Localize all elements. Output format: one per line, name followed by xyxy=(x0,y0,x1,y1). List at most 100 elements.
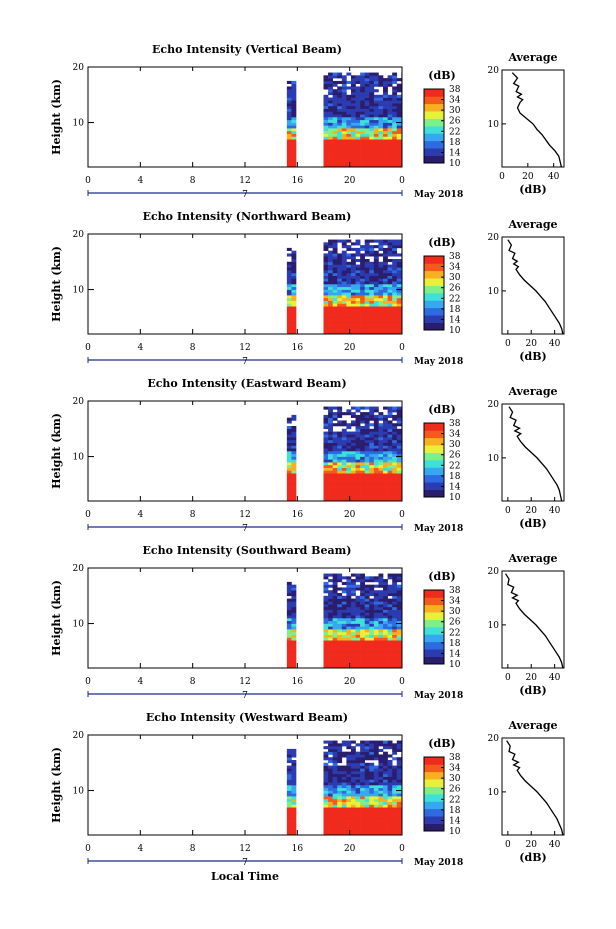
heatmap-cell xyxy=(341,782,347,786)
heatmap-cell xyxy=(383,662,388,666)
heatmap-cell xyxy=(346,645,352,649)
heatmap-cell xyxy=(328,818,333,822)
x-tick-label: 20 xyxy=(344,677,356,687)
heatmap-cell xyxy=(346,270,352,274)
heatmap-cell xyxy=(369,489,375,493)
panel-4: Echo Intensity (Southward Beam)0 4 8 12 16 20… xyxy=(50,544,565,701)
heatmap-cell xyxy=(396,331,402,335)
heatmap-cell xyxy=(387,487,393,491)
heatmap-cell xyxy=(392,94,398,98)
heatmap-cell xyxy=(387,590,393,594)
x-tick-label: 16 xyxy=(292,176,304,186)
heatmap-cell xyxy=(355,103,361,107)
heatmap-cell xyxy=(364,464,370,468)
heatmap-cell xyxy=(328,295,333,299)
heatmap-cell xyxy=(323,790,329,794)
heatmap-cell xyxy=(373,331,379,335)
heatmap-cell xyxy=(387,659,393,663)
heatmap-cell xyxy=(332,317,338,321)
heatmap-cell xyxy=(355,133,361,137)
heatmap-cell xyxy=(286,810,292,814)
heatmap-cell xyxy=(355,161,361,165)
heatmap-cell xyxy=(341,239,347,243)
heatmap-cell xyxy=(286,105,292,109)
heatmap-cell xyxy=(341,615,347,619)
heatmap-cell xyxy=(337,92,343,96)
heatmap-cell xyxy=(387,78,393,82)
heatmap-cell xyxy=(392,108,398,112)
heatmap-cell xyxy=(387,765,393,769)
heatmap-cell xyxy=(350,821,356,825)
heatmap-cell xyxy=(378,253,384,257)
heatmap-cell xyxy=(396,406,402,410)
heatmap-cell xyxy=(369,487,375,491)
heatmap-cell xyxy=(286,609,292,613)
heatmap-cell xyxy=(396,153,402,157)
heatmap-cell xyxy=(396,442,402,446)
heatmap-cell xyxy=(383,634,388,638)
heatmap-cell xyxy=(378,448,384,452)
heatmap-cell xyxy=(355,448,361,452)
heatmap-cell xyxy=(332,748,338,752)
heatmap-cell xyxy=(360,618,366,622)
heatmap-cell xyxy=(383,119,388,123)
heatmap-cell xyxy=(355,89,361,93)
heatmap-cell xyxy=(364,823,370,827)
heatmap-cell xyxy=(346,793,352,797)
heatmap-cell xyxy=(373,620,379,624)
heatmap-cell xyxy=(369,807,375,811)
heatmap-cell xyxy=(360,665,366,669)
heatmap-cell xyxy=(350,325,356,329)
heatmap-cell xyxy=(373,785,379,789)
heatmap-cell xyxy=(332,434,338,438)
heatmap-cell xyxy=(355,414,361,418)
heatmap-cell xyxy=(378,579,384,583)
heatmap-cell xyxy=(323,807,329,811)
heatmap-cell xyxy=(286,665,292,669)
heatmap-cell xyxy=(387,762,393,766)
heatmap-cell xyxy=(378,320,384,324)
heatmap-cell xyxy=(341,629,347,633)
heatmap-cell xyxy=(369,631,375,635)
heatmap-cell xyxy=(323,489,329,493)
heatmap-cell xyxy=(341,478,347,482)
heatmap-cell xyxy=(286,297,292,301)
heatmap-cell xyxy=(355,270,361,274)
heatmap-cell xyxy=(360,573,366,577)
heatmap-cell xyxy=(378,581,384,585)
heatmap-cell xyxy=(355,431,361,435)
heatmap-cell xyxy=(328,297,333,301)
heatmap-cell xyxy=(387,801,393,805)
heatmap-cell xyxy=(332,80,338,84)
heatmap-cell xyxy=(383,473,388,477)
heatmap-cell xyxy=(341,164,347,168)
heatmap-cell xyxy=(364,810,370,814)
heatmap-cell xyxy=(387,153,393,157)
heatmap-cell xyxy=(392,295,398,299)
heatmap-cell xyxy=(346,261,352,265)
heatmap-cell xyxy=(392,259,398,263)
heatmap-cell xyxy=(328,300,333,304)
heatmap-cell xyxy=(323,278,329,282)
heatmap-cell xyxy=(369,832,375,836)
heatmap-cell xyxy=(332,295,338,299)
heatmap-cell xyxy=(337,459,343,463)
heatmap-cell xyxy=(392,100,398,104)
heatmap-cell xyxy=(383,807,388,811)
heatmap-cell xyxy=(291,150,297,154)
heatmap-cell xyxy=(396,105,402,109)
heatmap-cell xyxy=(355,665,361,669)
heatmap-cell xyxy=(387,239,393,243)
heatmap-cell xyxy=(378,765,384,769)
heatmap-cell xyxy=(378,105,384,109)
heatmap-cell xyxy=(373,743,379,747)
heatmap-cell xyxy=(346,325,352,329)
heatmap-cell xyxy=(396,489,402,493)
heatmap-cell xyxy=(360,328,366,332)
heatmap-cell xyxy=(387,103,393,107)
heatmap-cell xyxy=(383,598,388,602)
heatmap-cell xyxy=(383,773,388,777)
heatmap-cell xyxy=(378,620,384,624)
heatmap-cell xyxy=(360,634,366,638)
heatmap-cell xyxy=(341,153,347,157)
